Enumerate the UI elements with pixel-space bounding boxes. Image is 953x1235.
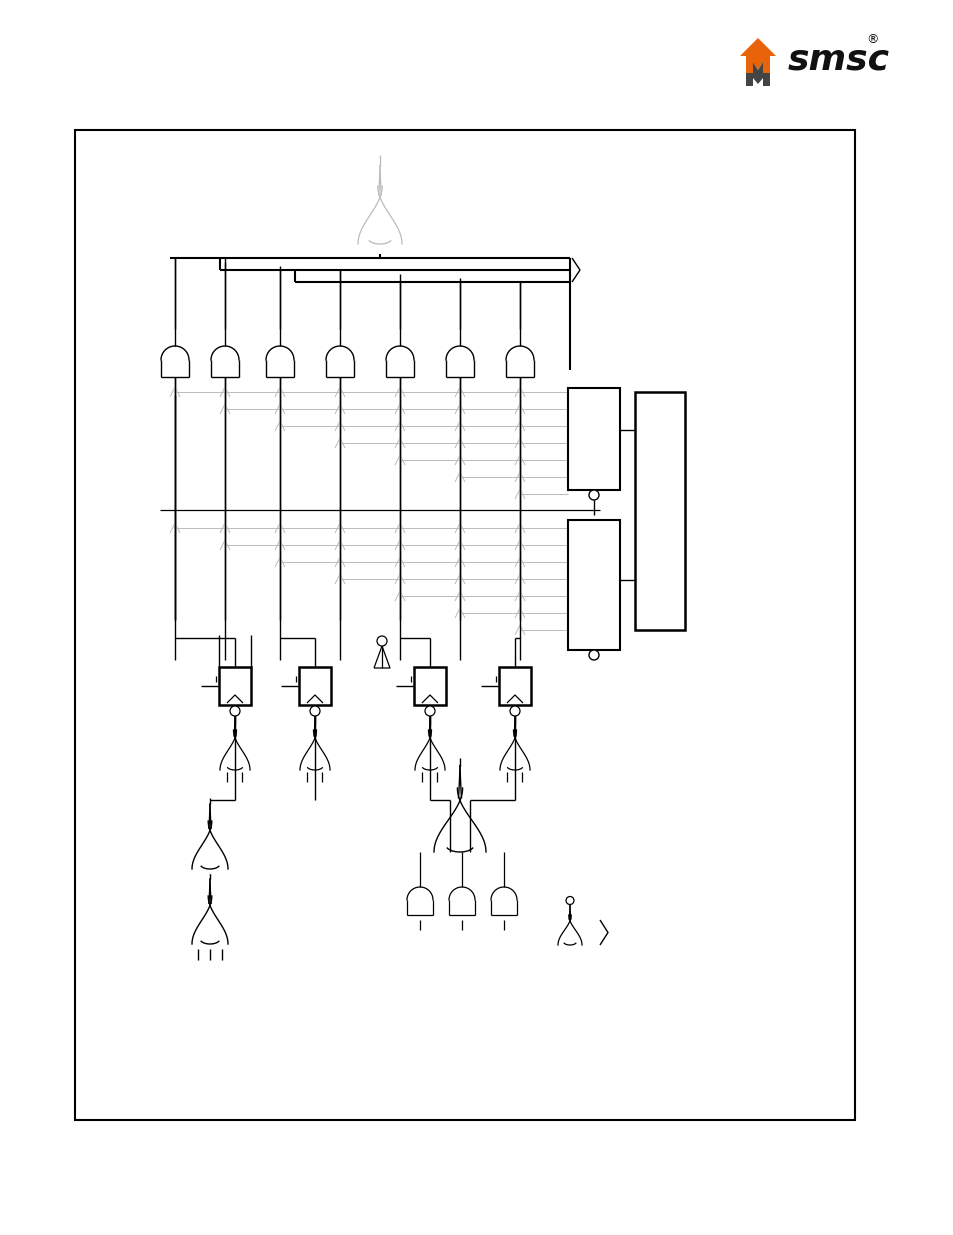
Circle shape [310,706,319,716]
Text: smsc: smsc [787,43,889,77]
Polygon shape [745,62,769,86]
Bar [298,667,331,705]
Polygon shape [740,38,775,73]
Bar [75,130,854,1120]
Circle shape [588,490,598,500]
Bar [567,388,619,490]
Circle shape [376,636,387,646]
Bar [635,391,684,630]
Bar [219,667,251,705]
Circle shape [565,897,574,904]
Circle shape [424,706,435,716]
Bar [567,520,619,650]
Bar [414,667,446,705]
Circle shape [510,706,519,716]
Text: ®: ® [865,33,878,47]
Bar [498,667,531,705]
Circle shape [230,706,240,716]
Circle shape [588,650,598,659]
